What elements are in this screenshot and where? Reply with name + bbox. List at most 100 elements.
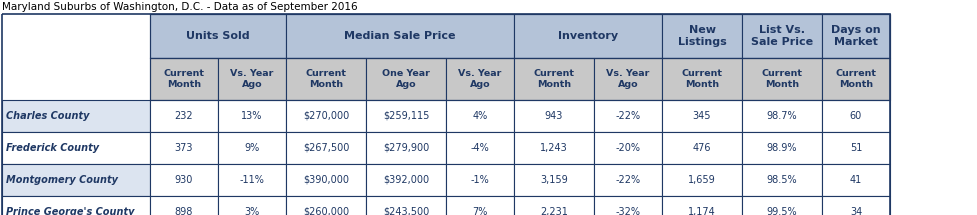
Text: Current
Month: Current Month	[835, 69, 876, 89]
Text: 4%: 4%	[472, 111, 488, 121]
Bar	[286, 164, 366, 196]
Bar	[150, 58, 218, 100]
Bar	[150, 100, 218, 132]
Bar	[286, 100, 366, 132]
Text: $390,000: $390,000	[303, 175, 349, 185]
Bar	[446, 100, 514, 132]
Bar	[594, 100, 662, 132]
Bar	[2, 100, 150, 132]
Bar	[742, 58, 822, 100]
Bar	[2, 14, 150, 58]
Text: 9%: 9%	[244, 143, 260, 153]
Text: -32%: -32%	[616, 207, 641, 215]
Bar	[662, 100, 742, 132]
Text: Frederick County: Frederick County	[6, 143, 99, 153]
Text: One Year
Ago: One Year Ago	[382, 69, 430, 89]
Text: Current
Month: Current Month	[682, 69, 723, 89]
Text: 3%: 3%	[244, 207, 260, 215]
Text: -22%: -22%	[616, 111, 641, 121]
Text: $279,900: $279,900	[383, 143, 429, 153]
Text: $260,000: $260,000	[303, 207, 349, 215]
Text: 41: 41	[850, 175, 862, 185]
Text: 2,231: 2,231	[540, 207, 568, 215]
Text: 930: 930	[175, 175, 193, 185]
Bar	[150, 196, 218, 215]
Bar	[286, 196, 366, 215]
Bar	[662, 14, 742, 58]
Bar	[366, 132, 446, 164]
Text: Median Sale Price: Median Sale Price	[344, 31, 455, 41]
Text: 898: 898	[175, 207, 193, 215]
Bar	[218, 164, 286, 196]
Bar	[286, 14, 514, 58]
Text: Vs. Year
Ago: Vs. Year Ago	[231, 69, 274, 89]
Text: 943: 943	[545, 111, 563, 121]
Bar	[822, 14, 890, 58]
Bar	[2, 164, 150, 196]
Text: New
Listings: New Listings	[678, 25, 726, 47]
Text: 373: 373	[175, 143, 193, 153]
Text: 51: 51	[850, 143, 862, 153]
Text: Current
Month: Current Month	[533, 69, 574, 89]
Text: Days on
Market: Days on Market	[831, 25, 881, 47]
Bar	[662, 164, 742, 196]
Text: $392,000: $392,000	[383, 175, 429, 185]
Bar	[822, 58, 890, 100]
Bar	[742, 196, 822, 215]
Bar	[662, 196, 742, 215]
Text: 60: 60	[850, 111, 862, 121]
Bar	[514, 100, 594, 132]
Text: Current
Month: Current Month	[163, 69, 204, 89]
Bar	[742, 132, 822, 164]
Bar	[514, 164, 594, 196]
Bar	[514, 14, 662, 58]
Bar	[446, 58, 514, 100]
Text: Vs. Year
Ago: Vs. Year Ago	[607, 69, 650, 89]
Text: 232: 232	[175, 111, 193, 121]
Bar	[446, 132, 514, 164]
Bar	[514, 58, 594, 100]
Text: -4%: -4%	[471, 143, 489, 153]
Text: Current
Month: Current Month	[306, 69, 347, 89]
Bar	[218, 132, 286, 164]
Bar	[742, 100, 822, 132]
Text: 98.7%: 98.7%	[767, 111, 797, 121]
Bar	[150, 14, 286, 58]
Bar	[218, 100, 286, 132]
Bar	[742, 14, 822, 58]
Bar	[366, 100, 446, 132]
Bar	[822, 164, 890, 196]
Text: 1,174: 1,174	[688, 207, 716, 215]
Bar	[286, 132, 366, 164]
Text: $270,000: $270,000	[303, 111, 349, 121]
Text: 7%: 7%	[472, 207, 488, 215]
Text: 1,659: 1,659	[688, 175, 716, 185]
Bar	[514, 132, 594, 164]
Text: -22%: -22%	[616, 175, 641, 185]
Text: 98.9%: 98.9%	[767, 143, 797, 153]
Text: Units Sold: Units Sold	[187, 31, 250, 41]
Bar	[446, 164, 514, 196]
Bar	[662, 58, 742, 100]
Bar	[594, 164, 662, 196]
Text: 99.5%: 99.5%	[767, 207, 797, 215]
Bar	[822, 100, 890, 132]
Text: Maryland Suburbs of Washington, D.C. - Data as of September 2016: Maryland Suburbs of Washington, D.C. - D…	[2, 2, 358, 12]
Text: $259,115: $259,115	[383, 111, 429, 121]
Text: Current
Month: Current Month	[761, 69, 802, 89]
Text: -20%: -20%	[616, 143, 641, 153]
Bar	[366, 164, 446, 196]
Bar	[594, 58, 662, 100]
Text: -11%: -11%	[239, 175, 265, 185]
Bar	[594, 196, 662, 215]
Bar	[366, 58, 446, 100]
Text: Charles County: Charles County	[6, 111, 90, 121]
Bar	[218, 58, 286, 100]
Text: 98.5%: 98.5%	[767, 175, 797, 185]
Bar	[514, 196, 594, 215]
Text: $267,500: $267,500	[303, 143, 349, 153]
Bar	[218, 196, 286, 215]
Bar	[742, 164, 822, 196]
Text: 476: 476	[693, 143, 711, 153]
Text: 13%: 13%	[241, 111, 263, 121]
